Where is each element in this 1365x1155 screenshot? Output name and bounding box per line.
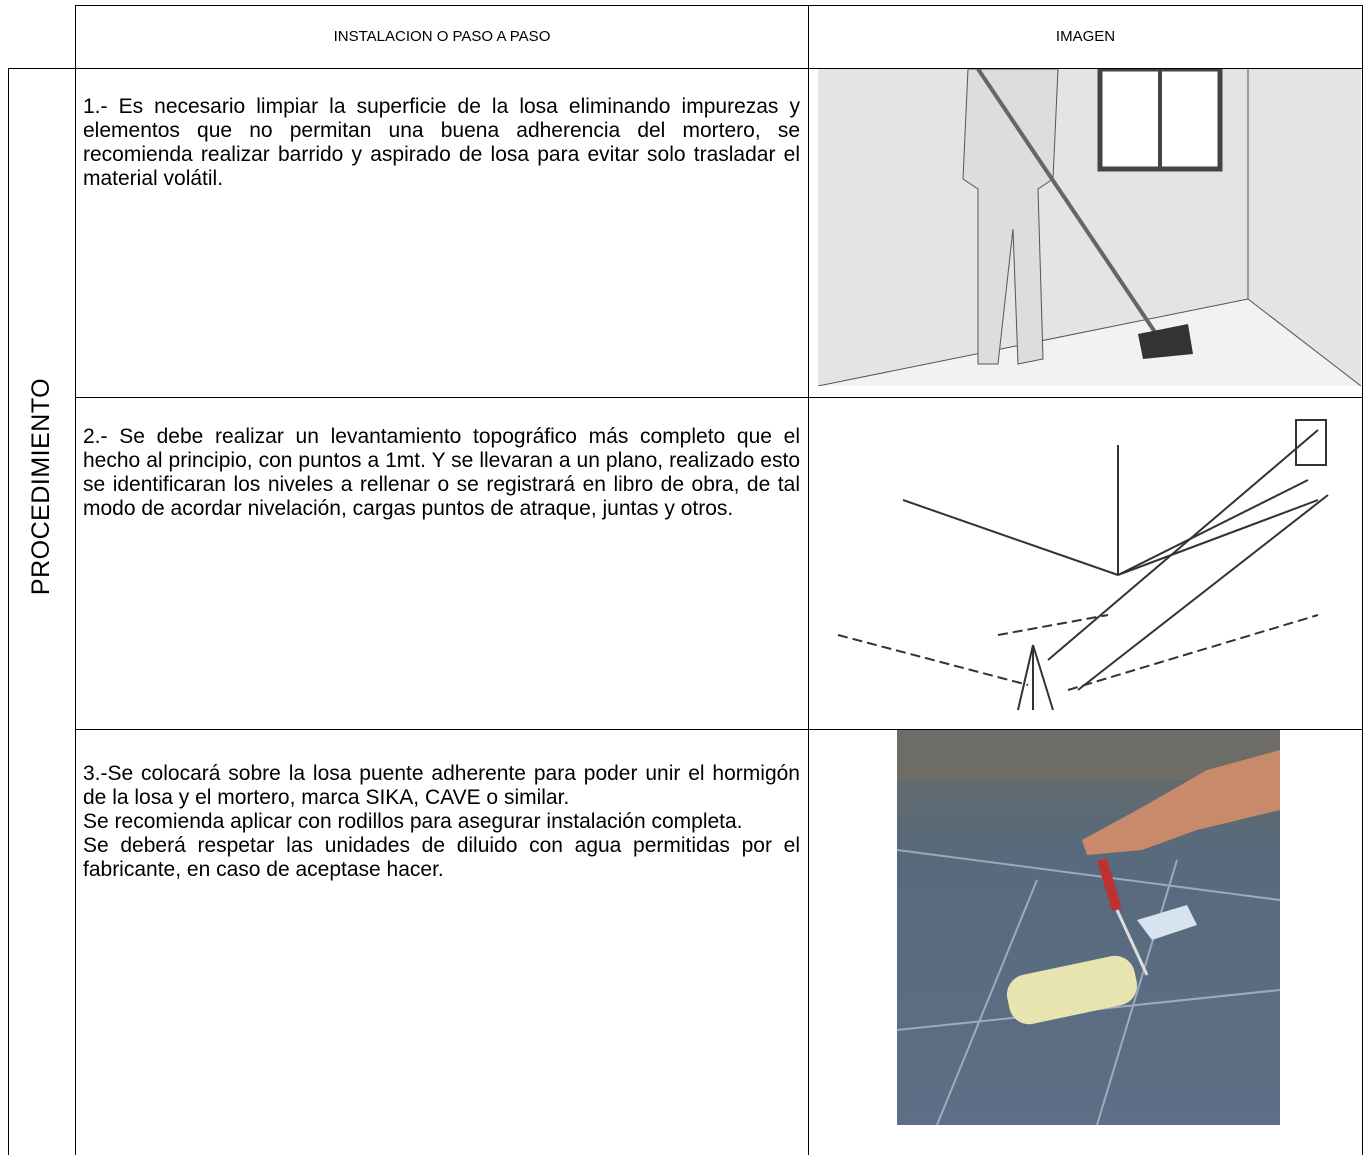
rule <box>75 68 1362 69</box>
rule <box>8 68 75 69</box>
rule <box>75 5 76 1155</box>
paragraph: 2.- Se debe realizar un levantamiento to… <box>83 425 800 520</box>
paragraph: Se recomienda aplicar con rodillos para … <box>83 810 743 833</box>
rule <box>75 5 1362 6</box>
survey-sketch <box>837 419 1329 711</box>
rule <box>1362 5 1363 1155</box>
roller-photo <box>897 730 1280 1125</box>
column-header: IMAGEN <box>1055 28 1116 45</box>
rule <box>75 397 1362 398</box>
step-text: 3.-Se colocará sobre la losa puente adhe… <box>83 762 800 882</box>
column-header: INSTALACION O PASO A PASO <box>333 28 551 45</box>
side-label-cell: PROCEDIMIENTO <box>8 68 75 1155</box>
paragraph: Se deberá respetar las unidades de dilui… <box>83 834 800 881</box>
step-text: 2.- Se debe realizar un levantamiento to… <box>83 425 800 521</box>
paragraph: 1.- Es necesario limpiar la superficie d… <box>83 95 800 190</box>
step-text: 1.- Es necesario limpiar la superficie d… <box>83 95 800 191</box>
sweeping-illustration <box>818 69 1361 386</box>
side-label: PROCEDIMIENTO <box>27 377 56 596</box>
paragraph: 3.-Se colocará sobre la losa puente adhe… <box>83 762 800 809</box>
rule <box>8 68 9 1155</box>
rule <box>75 729 1362 730</box>
rule <box>808 5 809 1155</box>
